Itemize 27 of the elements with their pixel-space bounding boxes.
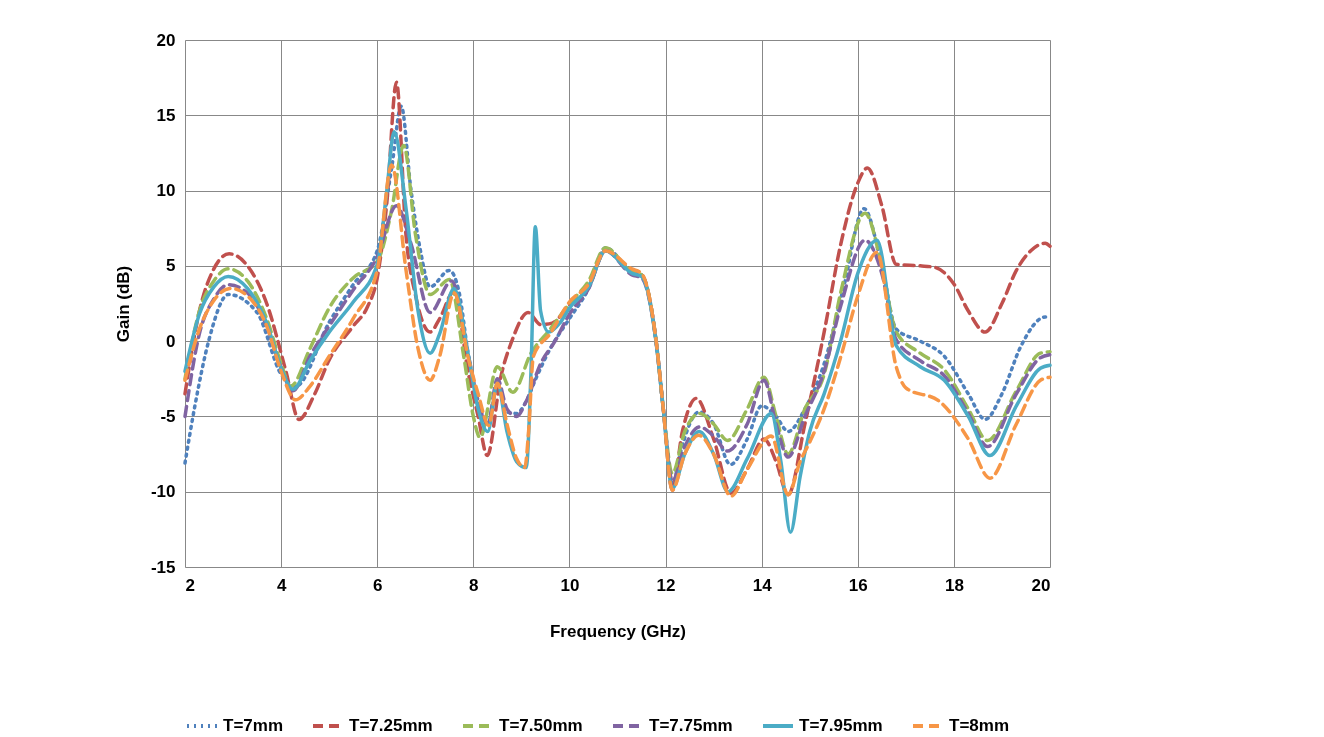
y-tick-label: 5 <box>166 256 176 276</box>
y-axis-title: Gain (dB) <box>113 265 133 343</box>
legend-label: T=7mm <box>223 716 283 735</box>
line-series <box>183 203 1052 483</box>
y-tick-label: 15 <box>156 105 176 125</box>
legend-label: T=7.75mm <box>649 716 733 735</box>
y-tick-label: 0 <box>166 331 176 351</box>
x-tick-label: 4 <box>276 575 287 595</box>
y-tick-label: 20 <box>156 30 176 50</box>
legend-label: T=7.95mm <box>799 716 883 735</box>
x-tick-label: 14 <box>752 575 773 595</box>
x-tick-label: 10 <box>560 575 580 595</box>
x-tick-label: 12 <box>656 575 676 595</box>
y-tick-label: -10 <box>150 482 176 502</box>
x-tick-label: 16 <box>848 575 868 595</box>
x-tick-label: 6 <box>372 575 383 595</box>
legend-label: T=8mm <box>949 716 1009 735</box>
legend-label: T=7.25mm <box>349 716 433 735</box>
y-tick-label: -5 <box>160 406 176 426</box>
x-tick-label: 8 <box>469 575 479 595</box>
y-tick-label: 10 <box>156 181 176 201</box>
x-axis-title: Frequency (GHz) <box>549 621 687 641</box>
x-tick-label: 2 <box>185 575 195 595</box>
y-tick-label: -15 <box>150 557 176 577</box>
x-tick-label: 20 <box>1031 575 1051 595</box>
legend-label: T=7.50mm <box>499 716 583 735</box>
x-tick-label: 18 <box>944 575 964 595</box>
